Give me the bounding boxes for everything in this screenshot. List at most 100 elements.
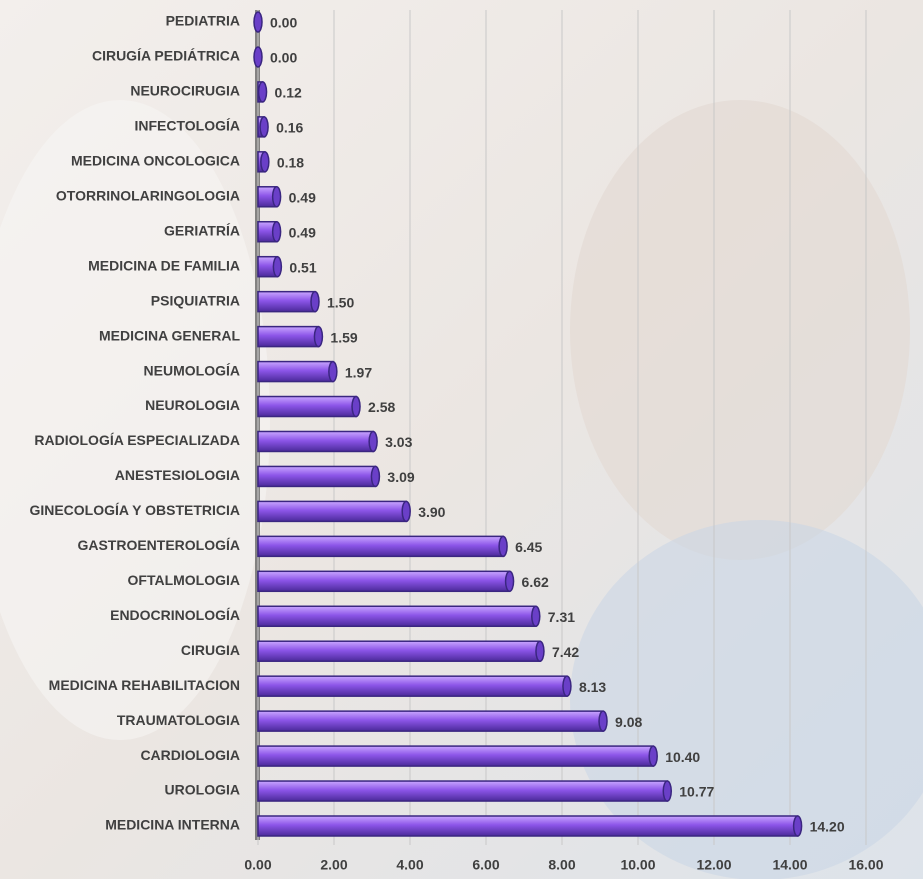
bar-cap [259,116,269,138]
y-tick-label: RADIOLOGÍA ESPECIALIZADA [34,432,240,448]
value-label: 0.49 [289,189,316,205]
value-label: 0.49 [289,224,316,240]
bar-cap [562,675,572,697]
value-label: 1.97 [345,364,372,380]
x-tick-label: 16.00 [848,857,883,873]
bar-cap [260,151,270,173]
value-label: 2.58 [368,399,395,415]
bar-cap [310,290,320,313]
value-label: 1.50 [327,294,354,310]
value-label: 8.13 [579,679,606,695]
bar [257,395,357,418]
bar [257,570,511,593]
bar-cap [401,500,411,523]
x-tick-label: 10.00 [620,857,655,873]
value-label: 3.03 [385,434,412,450]
value-label: 10.77 [679,784,714,800]
bar-cap [535,640,545,662]
bar [257,780,669,802]
value-label: 14.20 [810,819,845,835]
bar [257,290,316,313]
bar-cap [662,780,673,802]
bar [257,430,374,453]
value-label: 0.12 [275,85,302,101]
y-tick-label: MEDICINA REHABILITACION [49,677,240,693]
value-label: 0.00 [270,15,297,31]
bar-cap [498,535,508,558]
bar-cap [271,186,282,208]
x-tick-label: 0.00 [244,857,271,873]
value-label: 7.31 [548,609,575,625]
bar-cap [598,710,608,732]
value-label: 0.16 [276,120,303,136]
y-tick-label: NEUMOLOGÍA [144,362,240,378]
bar-cap [328,360,338,383]
value-label: 0.00 [270,50,297,66]
value-label: 6.62 [522,574,549,590]
x-tick-label: 2.00 [320,857,347,873]
x-tick-label: 8.00 [548,857,575,873]
bar-cap [370,465,381,488]
y-tick-label: ANESTESIOLOGIA [115,467,240,483]
bar-cap [271,220,282,243]
value-label: 3.90 [418,504,445,520]
y-tick-label: MEDICINA DE FAMILIA [88,257,240,273]
y-tick-label: PSIQUIATRIA [151,292,240,308]
bar [257,675,568,697]
bar [257,500,407,523]
y-tick-label: INFECTOLOGÍA [134,118,240,134]
x-tick-label: 12.00 [696,857,731,873]
y-tick-label: CARDIOLOGIA [140,747,240,763]
value-label: 9.08 [615,714,642,730]
value-label: 0.18 [277,155,304,171]
bar-cap [257,81,268,103]
bar-cap [792,815,803,837]
y-tick-label: MEDICINA INTERNA [105,817,240,833]
y-tick-label: GINECOLOGÍA Y OBSTETRICIA [29,502,240,518]
y-tick-label: GERIATRÍA [164,222,240,238]
y-tick-label: NEUROLOGIA [145,397,240,413]
bar [257,465,377,488]
photo-shape [0,100,270,740]
bar [257,745,654,767]
y-tick-label: CIRUGIA [181,642,240,658]
x-tick-label: 6.00 [472,857,499,873]
bar-cap [368,430,378,453]
bar [257,640,541,662]
bar-cap [253,46,263,68]
y-tick-label: PEDIATRIA [166,13,240,29]
y-tick-label: OFTALMOLOGIA [128,572,241,588]
y-tick-label: CIRUGÍA PEDIÁTRICA [92,48,240,64]
bar-cap [313,325,324,348]
value-label: 1.59 [330,329,357,345]
y-tick-label: ENDOCRINOLOGÍA [110,607,240,623]
bar [257,325,320,348]
bar-cap [272,255,283,278]
x-tick-label: 4.00 [396,857,423,873]
y-tick-label: MEDICINA ONCOLOGICA [71,153,240,169]
y-tick-label: GASTROENTEROLOGÍA [77,537,240,553]
bar-cap [351,395,361,418]
value-label: 10.40 [665,749,700,765]
y-tick-label: MEDICINA GENERAL [99,327,240,343]
bar [257,815,799,837]
value-label: 7.42 [552,644,579,660]
y-tick-label: TRAUMATOLOGIA [117,712,240,728]
bar [257,360,334,383]
value-label: 0.51 [289,259,316,275]
bar [257,605,537,628]
bar-cap [531,605,541,628]
bar-cap [648,745,658,767]
y-tick-label: UROLOGIA [165,782,240,798]
bar-cap [504,570,515,593]
bar-cap [253,11,263,33]
y-tick-label: NEUROCIRUGIA [130,83,240,99]
bar [257,710,604,732]
bar [257,535,504,558]
photo-shape [570,100,910,560]
x-tick-label: 14.00 [772,857,807,873]
y-tick-label: OTORRINOLARINGOLOGIA [56,187,240,203]
value-label: 3.09 [387,469,414,485]
value-label: 6.45 [515,539,542,555]
